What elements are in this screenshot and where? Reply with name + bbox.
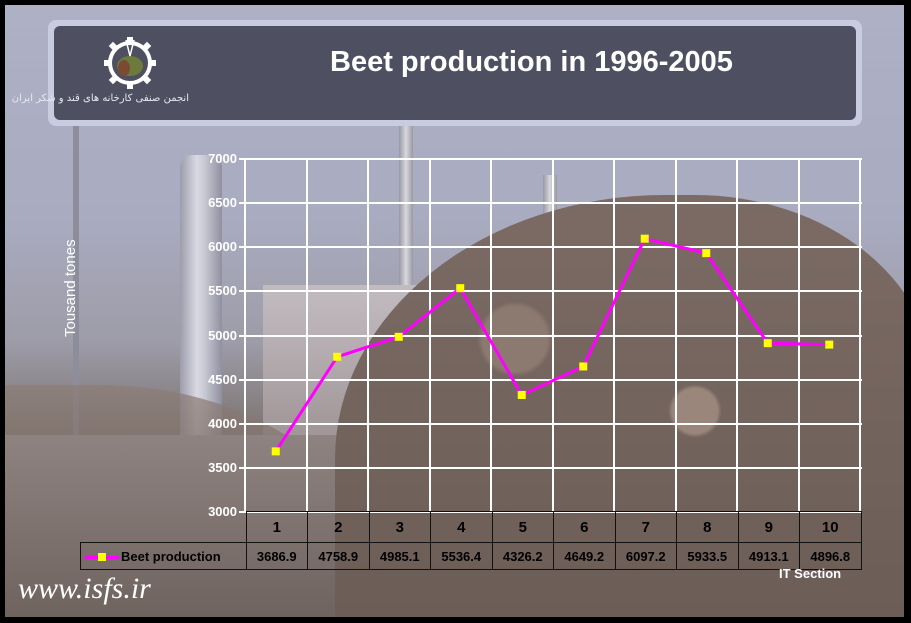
- horizontal-gridline: [239, 202, 862, 205]
- y-tick-label: 5000: [208, 327, 237, 343]
- series-line: [274, 236, 830, 453]
- value-cell: 4985.1: [368, 542, 431, 570]
- value-cell: 4326.2: [491, 542, 554, 570]
- data-point-marker: [763, 339, 772, 348]
- data-point-marker: [271, 447, 280, 456]
- value-cell: 6097.2: [614, 542, 677, 570]
- y-tick-label: 7000: [208, 151, 237, 166]
- category-cell: 2: [307, 511, 370, 543]
- value-cell: 4896.8: [799, 542, 862, 570]
- vertical-gridline: [797, 159, 800, 512]
- vertical-gridline: [736, 159, 738, 512]
- vertical-gridline: [490, 159, 492, 512]
- y-tick-label: 5500: [208, 283, 237, 299]
- data-point-marker: [702, 249, 711, 258]
- category-cell: 7: [614, 511, 677, 543]
- chart-title: Beet production in 1996-2005: [330, 46, 733, 78]
- category-cell: 5: [491, 511, 554, 543]
- category-cell: 1: [245, 511, 308, 543]
- vertical-gridline: [613, 159, 615, 512]
- value-row: Beet production 3686.9 4758.9 4985.1 5536.4…: [80, 542, 862, 570]
- y-tick-label: 4500: [208, 371, 237, 387]
- website-watermark: www.isfs.ir: [18, 572, 151, 605]
- y-tick-label: 3000: [208, 504, 237, 519]
- data-point-marker: [579, 362, 588, 371]
- data-point-marker: [517, 390, 526, 399]
- horizontal-gridline: [239, 246, 862, 249]
- y-tick-label: 6500: [208, 195, 237, 211]
- category-cell: 6: [553, 511, 616, 543]
- value-cell: 4758.9: [307, 542, 370, 570]
- series-markers: [271, 234, 834, 456]
- y-tick-label: 4000: [208, 415, 237, 431]
- category-cell: 8: [676, 511, 739, 543]
- vertical-gridline: [428, 159, 431, 512]
- horizontal-gridline: [239, 466, 862, 469]
- vertical-gridline: [367, 159, 369, 512]
- data-point-marker: [640, 234, 649, 243]
- category-cell: 9: [737, 511, 800, 543]
- data-table: 1 2 3 4 5 6 7 8 9 10 Beet production 3686.9 4758.9…: [80, 511, 862, 570]
- vertical-gridline: [244, 159, 246, 512]
- category-cell: 4: [430, 511, 493, 543]
- legend-line-marker-icon: [85, 552, 119, 562]
- value-cell: 5536.4: [430, 542, 493, 570]
- value-cell: 4913.1: [737, 542, 800, 570]
- horizontal-gridline: [239, 158, 862, 160]
- category-row: 1 2 3 4 5 6 7 8 9 10: [81, 511, 862, 543]
- credit-label: IT Section: [779, 566, 842, 581]
- category-cell: 10: [799, 511, 862, 543]
- light-pole: [73, 125, 79, 505]
- category-cell: 3: [368, 511, 431, 543]
- gear-logo-icon: [104, 37, 156, 89]
- value-cell: 4649.2: [553, 542, 616, 570]
- value-cell: 3686.9: [245, 542, 308, 570]
- vertical-gridline: [674, 159, 677, 512]
- horizontal-gridline: [239, 334, 862, 337]
- data-point-marker: [394, 332, 403, 341]
- legend-entry: Beet production: [80, 542, 247, 570]
- horizontal-gridline: [239, 378, 862, 381]
- horizontal-gridline: [239, 422, 862, 425]
- vertical-gridline: [305, 159, 308, 512]
- data-point-marker: [456, 284, 465, 293]
- chimney: [399, 125, 413, 285]
- data-point-marker: [333, 352, 342, 361]
- value-cell: 5933.5: [676, 542, 739, 570]
- y-tick-label: 3500: [208, 459, 237, 475]
- vertical-gridline: [551, 159, 554, 512]
- header-banner: [54, 26, 856, 120]
- y-tick-label: 6000: [208, 239, 237, 255]
- vertical-gridline: [859, 159, 861, 512]
- logo-caption: انجمن صنفی کارخانه های قند و شکر ایران: [11, 93, 189, 104]
- data-point-marker: [825, 340, 834, 349]
- horizontal-gridline: [239, 290, 862, 293]
- legend-label: Beet production: [121, 548, 221, 564]
